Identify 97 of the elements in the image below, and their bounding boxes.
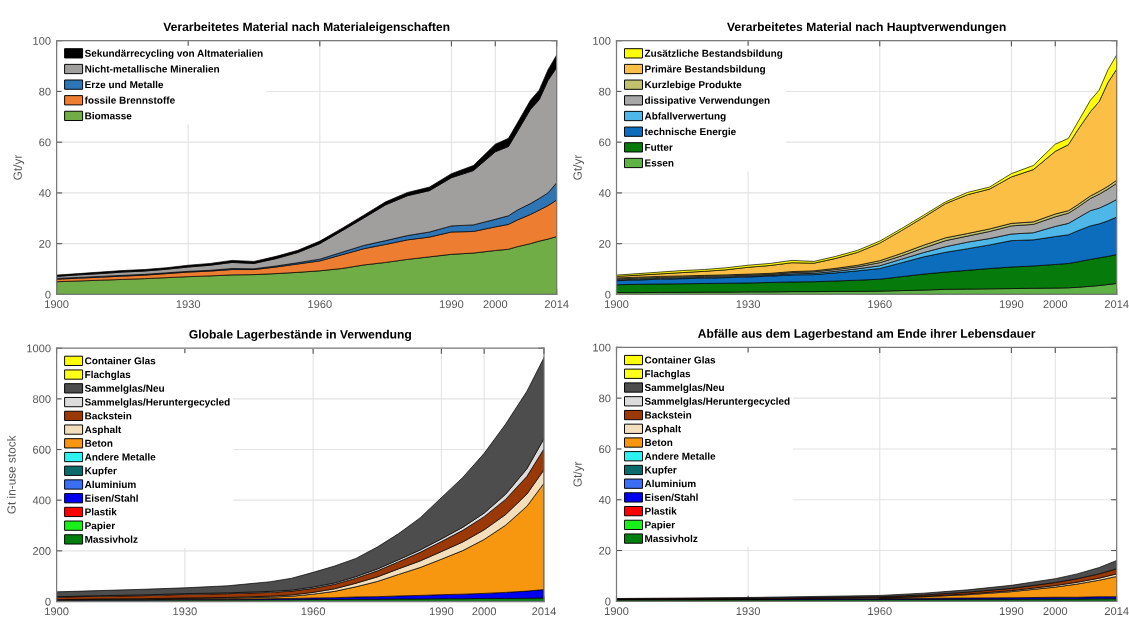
y-tick-label: 100 xyxy=(33,36,51,45)
y-tick-label: 0 xyxy=(605,597,611,606)
legend-label: dissipative Verwendungen xyxy=(644,96,770,106)
legend-label: Futter xyxy=(645,143,673,151)
y-axis-title: Gt/yr xyxy=(573,461,585,487)
y-tick-label: 20 xyxy=(599,546,611,555)
legend-label: Aluminium xyxy=(644,479,696,488)
legend-label: Sammelglas/Neu xyxy=(84,384,164,394)
y-tick-label: 0 xyxy=(45,597,51,606)
legend-label: Container Glas xyxy=(644,356,716,364)
legend-label: Kupfer xyxy=(85,466,117,477)
x-tick-label: 1900 xyxy=(604,300,629,309)
legend-label: technische Energie xyxy=(644,127,736,138)
x-tick-label: 2014 xyxy=(1104,300,1129,309)
legend-label: Abfallverwertung xyxy=(644,112,726,122)
legend-label: Primäre Bestandsbildung xyxy=(645,65,765,75)
y-tick-label: 800 xyxy=(32,395,51,403)
legend-label: Plastik xyxy=(85,508,117,516)
y-tick-label: 0 xyxy=(45,290,51,299)
legend-label: Flachglas xyxy=(85,370,131,381)
x-tick-label: 1960 xyxy=(868,607,892,616)
y-axis-title: Gt in-use stock xyxy=(6,435,16,514)
legend-label: Papier xyxy=(85,521,116,532)
x-tick-label: 2014 xyxy=(532,607,557,616)
x-tick-label: 1960 xyxy=(868,300,892,309)
x-tick-label: 1990 xyxy=(999,300,1024,309)
x-tick-label: 1990 xyxy=(429,607,454,616)
x-tick-label: 1900 xyxy=(45,607,69,616)
chart-title: Verarbeitetes Material nach Hauptverwendungen xyxy=(727,22,1006,34)
legend-label: Eisen/Stahl xyxy=(645,493,698,502)
x-tick-label: 1930 xyxy=(736,607,761,616)
legend-label: Eisen/Stahl xyxy=(85,494,138,502)
y-axis-title: Gt/yr xyxy=(573,154,585,180)
legend-label: Beton xyxy=(645,439,673,447)
legend-label: Sammelglas/Heruntergecycled xyxy=(84,398,230,408)
legend-label: Kurzlebige Produkte xyxy=(645,80,742,91)
legend-label: Plastik xyxy=(645,507,677,515)
y-tick-label: 40 xyxy=(598,496,611,504)
legend-label: Sammelglas/Neu xyxy=(644,383,724,394)
legend-label: Asphalt xyxy=(644,424,682,435)
y-tick-label: 60 xyxy=(599,138,611,147)
legend-label: Asphalt xyxy=(84,425,122,436)
x-tick-label: 1930 xyxy=(736,300,761,309)
legend-label: Sammelglas/Heruntergecycled xyxy=(644,397,790,407)
x-tick-label: 1960 xyxy=(308,300,332,309)
x-tick-label: 2000 xyxy=(472,607,497,616)
legend-label: Essen xyxy=(645,159,674,167)
x-tick-label: 2000 xyxy=(1043,607,1068,616)
x-tick-label: 1900 xyxy=(45,300,69,309)
legend-label: Aluminium xyxy=(84,480,136,488)
legend-label: Kupfer xyxy=(645,466,677,476)
legend-label: Nicht-metallische Mineralien xyxy=(85,65,220,73)
y-tick-label: 80 xyxy=(599,87,611,96)
x-tick-label: 1900 xyxy=(604,607,629,616)
y-tick-label: 40 xyxy=(38,189,51,198)
legend-label: Massivholz xyxy=(85,535,138,543)
y-tick-label: 100 xyxy=(593,36,611,45)
x-tick-label: 2000 xyxy=(483,300,508,309)
y-axis-title: Gt/yr xyxy=(13,154,25,180)
y-tick-label: 20 xyxy=(39,239,51,248)
legend-label: Beton xyxy=(85,439,113,447)
legend-label: Zusätzliche Bestandsbildung xyxy=(644,49,783,59)
legend-label: fossile Brennstoffe xyxy=(84,96,175,104)
legend-label: Flachglas xyxy=(645,369,691,380)
y-tick-label: 400 xyxy=(32,496,51,505)
chart-title: Globale Lagerbestände in Verwendung xyxy=(189,329,411,342)
legend-label: Biomasse xyxy=(85,112,132,120)
y-tick-label: 600 xyxy=(33,445,51,454)
y-tick-label: 0 xyxy=(605,290,611,299)
legend-label: Andere Metalle xyxy=(84,453,156,461)
x-tick-label: 2014 xyxy=(544,300,569,309)
legend-label: Andere Metalle xyxy=(644,452,716,460)
y-tick-label: 200 xyxy=(33,547,51,555)
legend-label: Container Glas xyxy=(85,357,156,365)
legend-label: Backstein xyxy=(85,412,132,420)
x-tick-label: 2000 xyxy=(1043,300,1068,309)
y-tick-label: 80 xyxy=(599,394,611,403)
x-tick-label: 1930 xyxy=(176,300,201,309)
y-tick-label: 60 xyxy=(599,445,611,454)
y-tick-label: 80 xyxy=(39,87,51,96)
y-tick-label: 60 xyxy=(39,138,51,147)
y-tick-label: 100 xyxy=(593,343,611,352)
chart-title: Abfälle aus dem Lagerbestand am Ende ihrer Lebensdauer xyxy=(698,328,1036,341)
legend-label: Backstein xyxy=(645,411,692,419)
x-tick-label: 2014 xyxy=(1104,607,1129,616)
x-tick-label: 1990 xyxy=(439,300,464,309)
x-tick-label: 1930 xyxy=(173,607,197,616)
legend-label: Sekundärrecycling von Altmaterialien xyxy=(84,49,263,59)
legend-label: Erze und Metalle xyxy=(85,80,164,89)
chart-title: Verarbeitetes Material nach Materialeigenschaften xyxy=(163,22,450,34)
y-tick-label: 1000 xyxy=(27,344,51,353)
legend-label: Papier xyxy=(645,521,675,531)
y-tick-label: 20 xyxy=(599,239,611,248)
y-tick-label: 40 xyxy=(598,189,611,198)
x-tick-label: 1960 xyxy=(301,607,326,616)
legend-label: Massivholz xyxy=(645,534,698,543)
x-tick-label: 1990 xyxy=(999,607,1024,616)
